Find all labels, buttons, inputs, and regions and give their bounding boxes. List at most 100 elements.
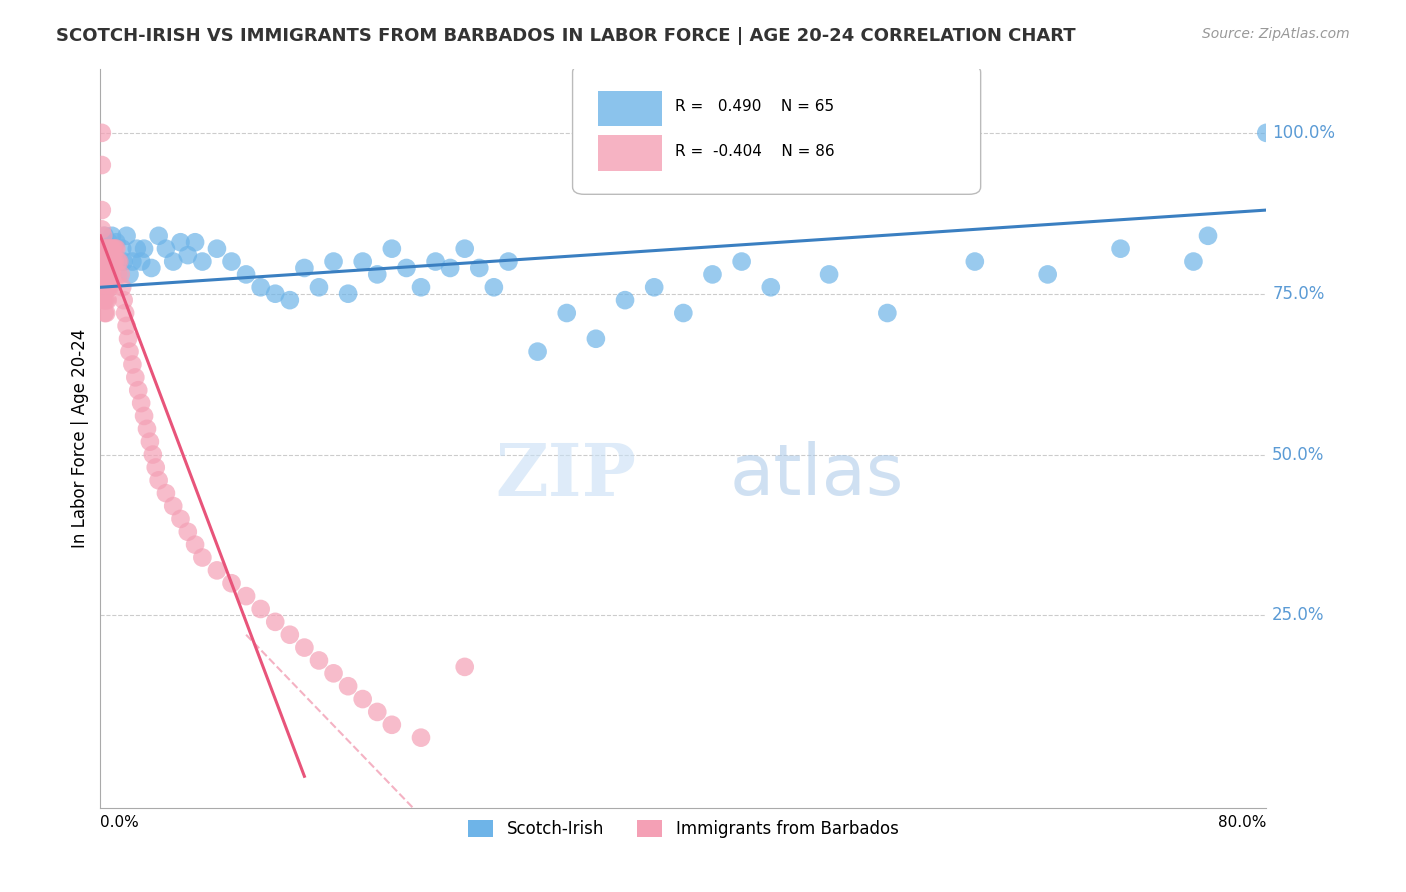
Point xyxy=(103,254,125,268)
Point xyxy=(110,268,132,282)
Point xyxy=(107,268,129,282)
Point xyxy=(132,409,155,423)
Point xyxy=(292,640,315,655)
Point xyxy=(142,448,165,462)
Text: 80.0%: 80.0% xyxy=(1218,815,1267,830)
Point xyxy=(264,286,287,301)
Point xyxy=(1109,242,1132,256)
Point xyxy=(643,280,665,294)
Text: 0.0%: 0.0% xyxy=(100,815,139,830)
Point xyxy=(103,242,125,256)
Point xyxy=(112,293,135,307)
Point xyxy=(98,242,121,256)
Point xyxy=(205,242,228,256)
Point xyxy=(162,254,184,268)
FancyBboxPatch shape xyxy=(572,65,980,194)
Point xyxy=(145,460,167,475)
Point xyxy=(352,692,374,706)
Point xyxy=(205,563,228,577)
Point xyxy=(337,679,360,693)
Point xyxy=(876,306,898,320)
Point xyxy=(191,254,214,268)
Point xyxy=(125,242,148,256)
Point xyxy=(221,254,243,268)
Text: ZIP: ZIP xyxy=(496,440,637,511)
Point xyxy=(129,396,152,410)
Point xyxy=(322,254,344,268)
Point xyxy=(1197,228,1219,243)
Point xyxy=(108,254,131,268)
Point xyxy=(322,666,344,681)
Point xyxy=(337,286,360,301)
Point xyxy=(96,242,118,256)
Point xyxy=(136,422,159,436)
Point xyxy=(91,242,114,256)
Point xyxy=(278,628,301,642)
Point xyxy=(104,242,127,256)
Point xyxy=(96,268,118,282)
Point xyxy=(93,268,115,282)
Point xyxy=(191,550,214,565)
Text: R =   0.490    N = 65: R = 0.490 N = 65 xyxy=(675,100,834,114)
Point xyxy=(235,268,257,282)
Point xyxy=(672,306,695,320)
Point xyxy=(90,126,112,140)
Point xyxy=(90,203,112,218)
Point xyxy=(103,242,125,256)
Text: 50.0%: 50.0% xyxy=(1272,446,1324,464)
Point xyxy=(454,242,477,256)
Point xyxy=(555,306,578,320)
Point xyxy=(278,293,301,307)
Point xyxy=(90,158,112,172)
Point xyxy=(108,254,131,268)
Point xyxy=(184,538,207,552)
Point xyxy=(454,660,477,674)
Point xyxy=(468,260,491,275)
Point xyxy=(409,731,432,745)
Text: atlas: atlas xyxy=(730,441,904,510)
Point xyxy=(101,242,124,256)
Point xyxy=(264,615,287,629)
Point xyxy=(1182,254,1205,268)
Point xyxy=(121,358,143,372)
Point xyxy=(93,306,115,320)
Point xyxy=(425,254,447,268)
Point xyxy=(90,242,112,256)
Point xyxy=(177,248,200,262)
Point xyxy=(93,280,115,294)
Point xyxy=(184,235,207,250)
Point xyxy=(91,293,114,307)
Point xyxy=(381,718,404,732)
Point xyxy=(132,242,155,256)
Point xyxy=(93,242,115,256)
Point xyxy=(101,254,124,268)
FancyBboxPatch shape xyxy=(598,91,662,127)
Point xyxy=(117,332,139,346)
Point xyxy=(91,254,114,268)
Text: 25.0%: 25.0% xyxy=(1272,607,1324,624)
Text: Source: ZipAtlas.com: Source: ZipAtlas.com xyxy=(1202,27,1350,41)
Point xyxy=(162,499,184,513)
Text: 75.0%: 75.0% xyxy=(1272,285,1324,302)
Legend: Scotch-Irish, Immigrants from Barbados: Scotch-Irish, Immigrants from Barbados xyxy=(461,813,905,845)
FancyBboxPatch shape xyxy=(598,135,662,170)
Point xyxy=(101,228,124,243)
Point xyxy=(169,235,191,250)
Point xyxy=(100,260,122,275)
Point xyxy=(104,248,127,262)
Point xyxy=(111,242,134,256)
Point xyxy=(114,306,136,320)
Point xyxy=(90,222,112,236)
Point xyxy=(139,434,162,449)
Point xyxy=(97,242,120,256)
Point xyxy=(97,254,120,268)
Text: 100.0%: 100.0% xyxy=(1272,124,1336,142)
Point xyxy=(100,268,122,282)
Point xyxy=(249,602,271,616)
Point xyxy=(963,254,986,268)
Point xyxy=(118,268,141,282)
Point xyxy=(98,235,121,250)
Point xyxy=(91,280,114,294)
Point xyxy=(526,344,548,359)
Point xyxy=(155,242,177,256)
